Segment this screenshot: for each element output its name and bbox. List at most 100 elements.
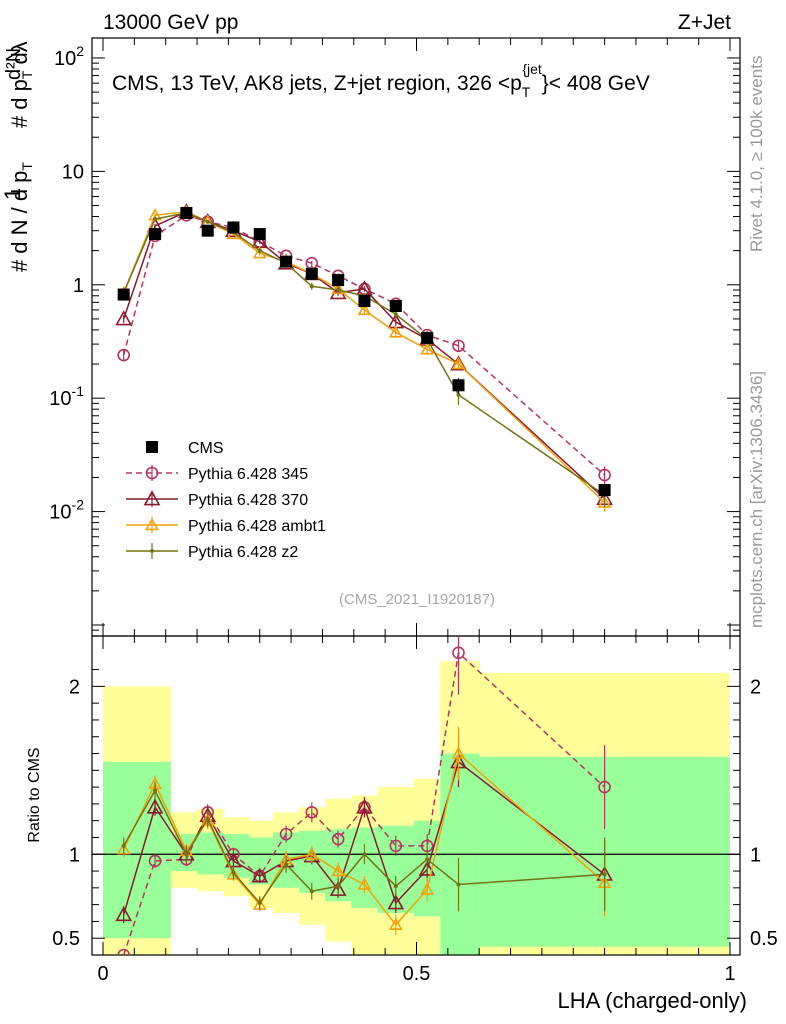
ratio-point: [117, 948, 130, 955]
data-point: [452, 379, 465, 392]
data-point: [421, 331, 434, 344]
x-tick-label: 1: [724, 963, 735, 985]
legend-label: CMS: [188, 440, 224, 457]
rivet-label: Rivet 4.1.0, ≥ 100k events: [747, 56, 766, 252]
ratio-point: [146, 798, 164, 814]
ratio-series-group: [115, 636, 613, 955]
beam-label: 13000 GeV pp: [103, 11, 238, 34]
legend-label: Pythia 6.428 z2: [188, 544, 298, 561]
ratio-bands: [103, 661, 730, 955]
ratio-line: [123, 788, 605, 905]
series-pythia-6-428-z2: [121, 210, 607, 507]
main-y-tick-label: 10: [62, 161, 84, 183]
legend-marker: [146, 441, 158, 453]
ratio-point: [205, 817, 210, 822]
data-point: [336, 287, 341, 292]
legend-label: Pythia 6.428 370: [188, 492, 308, 509]
data-point: [451, 356, 466, 370]
main-y-axis-label: #d N / d pT 1 #d pT dλ d²N: [0, 41, 35, 272]
svg-text:#d N / d pT: #d N / d pT: [7, 162, 35, 272]
main-y-tick-label: 1: [73, 275, 84, 297]
ratio-point: [418, 860, 436, 876]
legend-item: Pythia 6.428 z2: [126, 543, 298, 561]
data-point: [389, 300, 402, 313]
mcplots-label: mcplots.cern.ch [arXiv:1306.3436]: [747, 371, 766, 628]
ratio-point: [184, 852, 189, 857]
ratio-point: [598, 780, 611, 794]
data-point: [452, 339, 465, 353]
x-tick-label: 0.5: [403, 963, 431, 985]
ratio-point: [251, 867, 269, 883]
main-title: CMS, 13 TeV, AK8 jets, Z+jet region, 326…: [112, 61, 650, 100]
series-line: [122, 211, 606, 504]
data-point: [331, 281, 345, 295]
uncertainty-band-inner: [197, 832, 224, 875]
data-point: [357, 302, 372, 316]
ratio-point: [115, 906, 133, 922]
ratio-y-axis-label: Ratio to CMS: [26, 747, 43, 842]
ratio-point: [305, 805, 319, 819]
ratio-point: [153, 788, 158, 793]
data-point: [149, 228, 162, 241]
legend-item: CMS: [146, 440, 224, 457]
series-cms: [117, 206, 611, 497]
ratio-point: [425, 857, 430, 862]
ratio-point: [257, 900, 262, 905]
ratio-point: [602, 872, 607, 877]
data-point: [332, 274, 345, 287]
data-point: [153, 217, 158, 222]
legend-label: Pythia 6.428 345: [188, 466, 308, 483]
legend-item: Pythia 6.428 ambt1: [126, 517, 326, 535]
ratio-point: [393, 884, 398, 889]
process-label: Z+Jet: [678, 11, 731, 34]
ratio-point: [389, 839, 403, 853]
data-point: [280, 255, 293, 268]
data-point: [598, 468, 611, 482]
data-point: [257, 248, 262, 253]
data-point: [201, 224, 214, 237]
ratio-point: [387, 894, 405, 910]
ratio-point: [331, 863, 345, 877]
svg-text:d²N: d²N: [3, 48, 25, 80]
ratio-y-tick-label-right: 0.5: [750, 928, 778, 950]
legend-label: Pythia 6.428 ambt1: [188, 518, 326, 535]
ratio-point: [451, 746, 466, 759]
main-y-tick-label: 10-1: [49, 383, 84, 410]
ratio-y-tick-label-left: 1: [69, 844, 80, 866]
data-point: [597, 495, 612, 508]
data-point: [358, 294, 371, 307]
data-point: [388, 325, 403, 338]
ratio-point: [357, 877, 372, 890]
legend-marker: [143, 490, 161, 506]
data-point: [115, 310, 133, 326]
legend: CMS Pythia 6.428 345 Pythia 6.428 370 Pythi…: [126, 440, 326, 561]
ratio-series-pythia-6-428-345: [117, 636, 611, 955]
analysis-id: (CMS_2021_I1920187): [339, 591, 495, 608]
ratio-point: [362, 852, 367, 857]
data-point: [180, 206, 193, 219]
ratio-series-pythia-6-428-z2: [121, 782, 607, 912]
ratio-point: [284, 862, 289, 867]
ratio-point: [279, 827, 293, 841]
main-series-group: [115, 203, 613, 512]
data-point: [305, 267, 318, 280]
ratio-y-tick-label-right: 2: [750, 676, 761, 698]
svg-text:1: 1: [0, 188, 25, 200]
ratio-point: [452, 646, 465, 660]
ratio-y-tick-label-left: 2: [69, 676, 80, 698]
main-y-tick-label: 10-2: [49, 497, 84, 524]
ratio-y-tick-label-left: 0.5: [52, 928, 80, 950]
ratio-point: [331, 832, 345, 846]
ratio-point: [456, 882, 461, 887]
ratio-point: [356, 798, 373, 814]
data-point: [117, 288, 130, 301]
data-point: [117, 348, 130, 362]
x-axis-label: LHA (charged-only): [557, 988, 747, 1013]
series-pythia-6-428-370: [115, 203, 613, 507]
data-point: [309, 284, 314, 289]
ratio-line: [123, 752, 606, 926]
data-point: [456, 392, 461, 397]
ratio-point: [148, 854, 162, 868]
legend-marker: [150, 549, 154, 553]
